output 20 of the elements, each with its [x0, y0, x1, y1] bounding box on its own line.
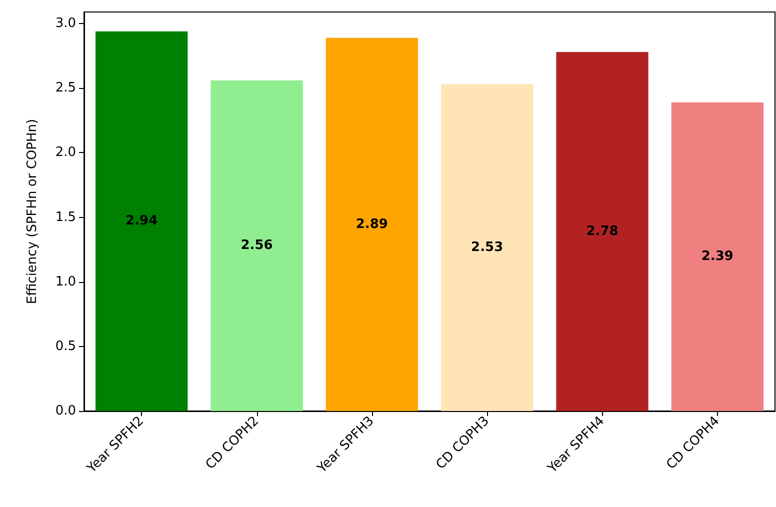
bar [96, 31, 188, 411]
y-tick-label: 2.5 [55, 80, 76, 96]
data-label: 2.89 [356, 216, 388, 232]
bar [671, 102, 764, 411]
y-tick-label: 2.0 [55, 145, 76, 160]
y-tick-label: 0.5 [55, 338, 76, 354]
bar [556, 52, 648, 411]
data-label: 2.78 [586, 224, 618, 240]
bar [210, 80, 303, 411]
data-label: 2.53 [471, 240, 504, 256]
bar [326, 38, 418, 411]
bar [441, 84, 534, 411]
data-label: 2.94 [126, 214, 158, 229]
y-tick-label: 0.0 [55, 404, 76, 418]
data-label: 2.56 [240, 238, 273, 254]
data-label: 2.39 [701, 249, 734, 264]
y-axis-title: Efficiency (SPFHn or COPHn) [25, 118, 40, 304]
y-tick-label: 3.0 [55, 16, 76, 32]
y-tick-label: 1.0 [55, 274, 76, 290]
y-tick-label: 1.5 [55, 210, 76, 225]
